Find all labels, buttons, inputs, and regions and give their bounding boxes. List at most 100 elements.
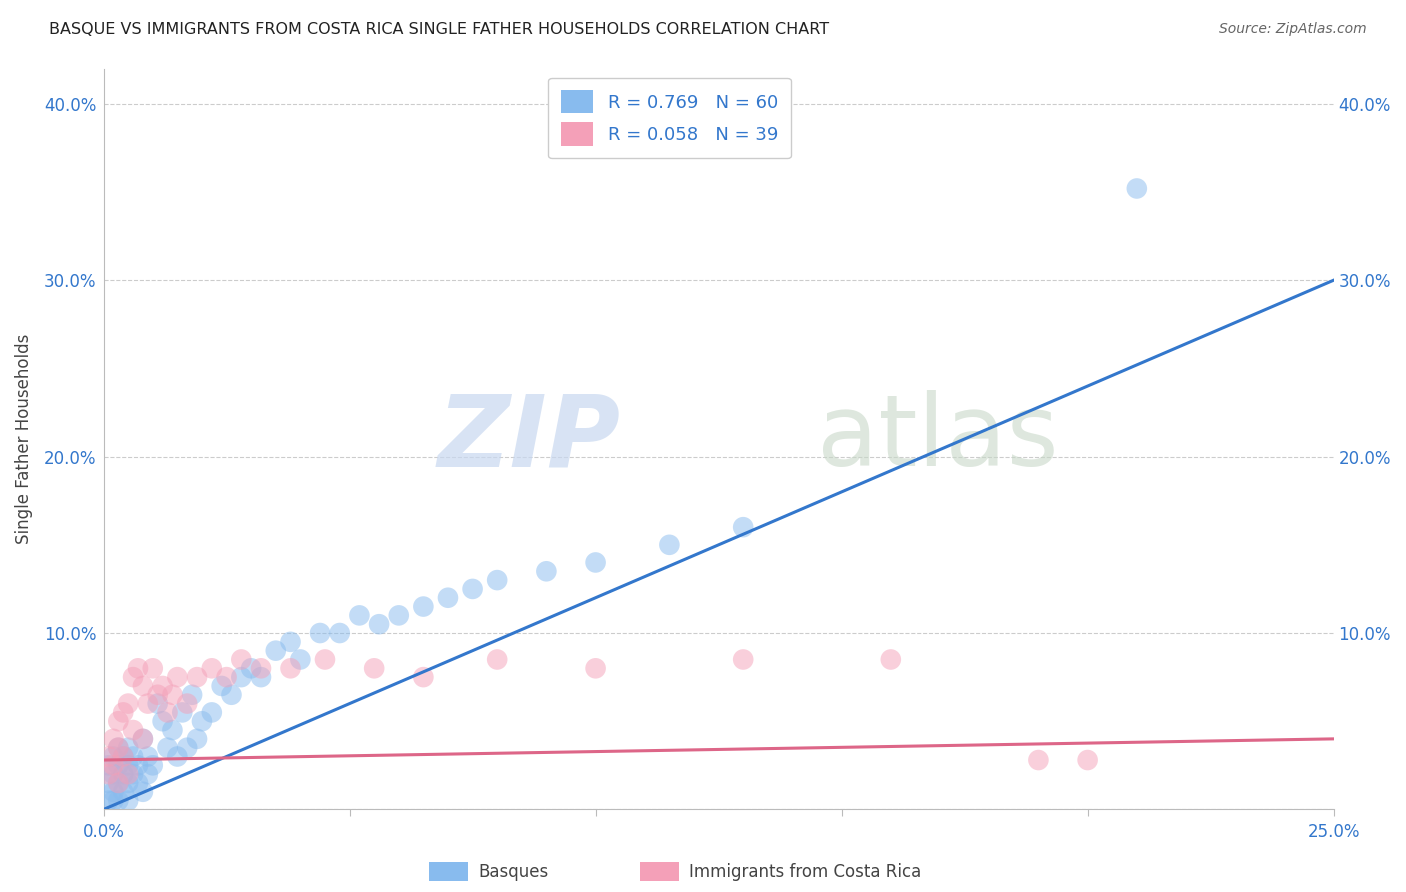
Point	[136, 697, 159, 711]
Point	[156, 740, 179, 755]
Point	[97, 749, 120, 764]
Point	[250, 661, 273, 675]
Point	[103, 767, 125, 781]
Point	[122, 767, 145, 781]
Point	[112, 749, 135, 764]
Point	[461, 582, 484, 596]
Point	[107, 740, 129, 755]
Point	[132, 731, 155, 746]
Point	[658, 538, 681, 552]
Point	[585, 661, 607, 675]
Point	[363, 661, 385, 675]
Point	[231, 670, 253, 684]
Point	[733, 520, 755, 534]
Point	[240, 661, 263, 675]
Point	[122, 670, 145, 684]
Point	[103, 731, 125, 746]
Point	[142, 758, 165, 772]
Point	[162, 723, 184, 737]
Point	[412, 670, 434, 684]
Text: BASQUE VS IMMIGRANTS FROM COSTA RICA SINGLE FATHER HOUSEHOLDS CORRELATION CHART: BASQUE VS IMMIGRANTS FROM COSTA RICA SIN…	[49, 22, 830, 37]
Point	[146, 697, 169, 711]
Point	[136, 767, 159, 781]
Point	[152, 714, 174, 729]
Point	[156, 706, 179, 720]
Point	[146, 688, 169, 702]
Point	[107, 776, 129, 790]
Point	[103, 749, 125, 764]
Point	[112, 749, 135, 764]
Point	[250, 670, 273, 684]
Point	[127, 661, 149, 675]
Point	[231, 652, 253, 666]
Text: Source: ZipAtlas.com: Source: ZipAtlas.com	[1219, 22, 1367, 37]
Point	[201, 661, 224, 675]
Point	[201, 706, 224, 720]
Point	[117, 697, 139, 711]
Point	[132, 785, 155, 799]
Point	[107, 758, 129, 772]
Point	[117, 740, 139, 755]
Point	[152, 679, 174, 693]
Point	[117, 794, 139, 808]
Point	[166, 749, 188, 764]
Point	[136, 749, 159, 764]
Point	[880, 652, 903, 666]
Point	[103, 794, 125, 808]
Point	[103, 785, 125, 799]
Point	[309, 626, 332, 640]
Point	[122, 723, 145, 737]
Point	[172, 706, 194, 720]
Point	[186, 670, 208, 684]
Point	[1028, 753, 1050, 767]
Point	[176, 740, 198, 755]
Point	[221, 688, 243, 702]
Text: Basques: Basques	[478, 863, 548, 881]
Point	[181, 688, 204, 702]
Point	[264, 643, 287, 657]
Point	[112, 767, 135, 781]
Point	[117, 767, 139, 781]
Point	[112, 706, 135, 720]
Point	[162, 688, 184, 702]
Point	[122, 749, 145, 764]
Point	[127, 758, 149, 772]
Point	[388, 608, 411, 623]
Point	[486, 573, 509, 587]
Point	[112, 785, 135, 799]
Point	[103, 758, 125, 772]
Point	[733, 652, 755, 666]
Point	[97, 767, 120, 781]
Point	[176, 697, 198, 711]
Point	[107, 740, 129, 755]
Point	[349, 608, 371, 623]
Legend: R = 0.769   N = 60, R = 0.058   N = 39: R = 0.769 N = 60, R = 0.058 N = 39	[548, 78, 790, 158]
Point	[132, 679, 155, 693]
Point	[215, 670, 238, 684]
Point	[368, 617, 391, 632]
Text: ZIP: ZIP	[437, 391, 620, 487]
Point	[191, 714, 214, 729]
Point	[1126, 181, 1149, 195]
Point	[127, 776, 149, 790]
Point	[412, 599, 434, 614]
Point	[585, 556, 607, 570]
Point	[97, 794, 120, 808]
Point	[107, 776, 129, 790]
Point	[132, 731, 155, 746]
Point	[97, 758, 120, 772]
Point	[290, 652, 312, 666]
Point	[107, 794, 129, 808]
Point	[486, 652, 509, 666]
Point	[107, 714, 129, 729]
Point	[536, 564, 558, 578]
Point	[314, 652, 336, 666]
Point	[142, 661, 165, 675]
Point	[1077, 753, 1099, 767]
Point	[166, 670, 188, 684]
Point	[97, 776, 120, 790]
Point	[280, 635, 302, 649]
Point	[437, 591, 460, 605]
Text: Immigrants from Costa Rica: Immigrants from Costa Rica	[689, 863, 921, 881]
Point	[117, 776, 139, 790]
